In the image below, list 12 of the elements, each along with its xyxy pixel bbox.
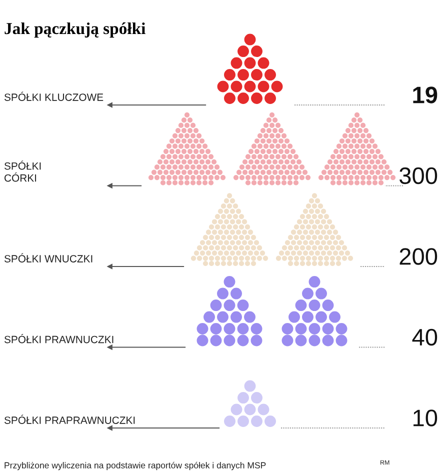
data-label: 300	[400, 167, 438, 184]
data-label: 10	[414, 410, 438, 426]
data-label: 40	[412, 328, 438, 346]
text: Przybliżone wyliczenia na podstawie raportów spółek i danych MSP	[4, 462, 266, 470]
text: Jak pączkują spółki	[4, 22, 146, 38]
category-label: SPÓŁKI PRAPRAWNUCZKI	[4, 414, 135, 424]
category-label: SPÓŁKI CÓRKI	[4, 160, 41, 182]
data-label: 200	[400, 248, 438, 265]
data-label: 19	[413, 86, 438, 104]
category-label: SPÓŁKI KLUCZOWE	[4, 92, 104, 101]
category-label: SPÓŁKI PRAWNUCZKI	[4, 334, 114, 344]
category-label: SPÓŁKI WNUCZKI	[4, 253, 92, 262]
